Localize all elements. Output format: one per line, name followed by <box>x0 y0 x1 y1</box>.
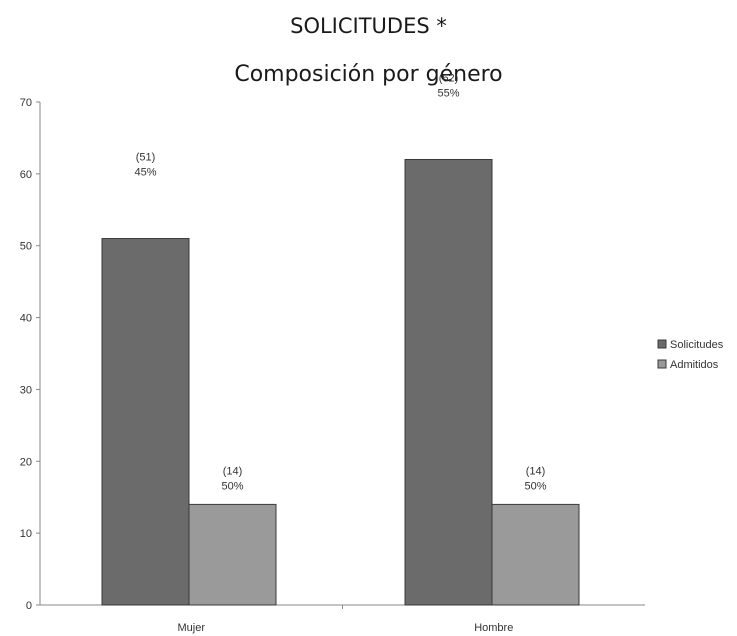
data-label-count: (51) <box>136 152 156 164</box>
bar-admitidos-mujer <box>188 503 277 606</box>
x-category-label: Mujer <box>177 622 205 634</box>
chart-title: SOLICITUDES * <box>290 14 447 38</box>
bar-solicitudes-mujer <box>101 238 190 606</box>
data-label-count: (14) <box>223 465 243 477</box>
data-label-percent: 50% <box>221 480 243 492</box>
legend-swatch-solicitudes <box>657 339 667 349</box>
y-tick-label: 40 <box>20 313 32 325</box>
bar-admitidos-hombre <box>491 503 580 606</box>
chart-subtitle: Composición por género <box>234 62 503 87</box>
data-label-percent: 50% <box>524 480 546 492</box>
data-label-count: (14) <box>526 465 546 477</box>
y-tick-label: 50 <box>20 241 32 253</box>
y-tick-label: 30 <box>20 384 32 396</box>
x-category-label: Hombre <box>474 622 513 634</box>
y-tick-label: 70 <box>20 97 32 109</box>
y-tick-label: 20 <box>20 456 32 468</box>
y-tick-label: 0 <box>26 600 32 612</box>
data-label-percent: 55% <box>437 87 459 99</box>
legend-swatch-admitidos <box>657 359 667 369</box>
y-tick-label: 60 <box>20 169 32 181</box>
legend-label-solicitudes: Solicitudes <box>670 339 724 351</box>
bar-solicitudes-hombre <box>404 158 493 606</box>
y-tick-label: 10 <box>20 528 32 540</box>
data-label-count: (62) <box>439 72 459 84</box>
data-label-percent: 45% <box>134 167 156 179</box>
legend-label-admitidos: Admitidos <box>670 359 719 371</box>
